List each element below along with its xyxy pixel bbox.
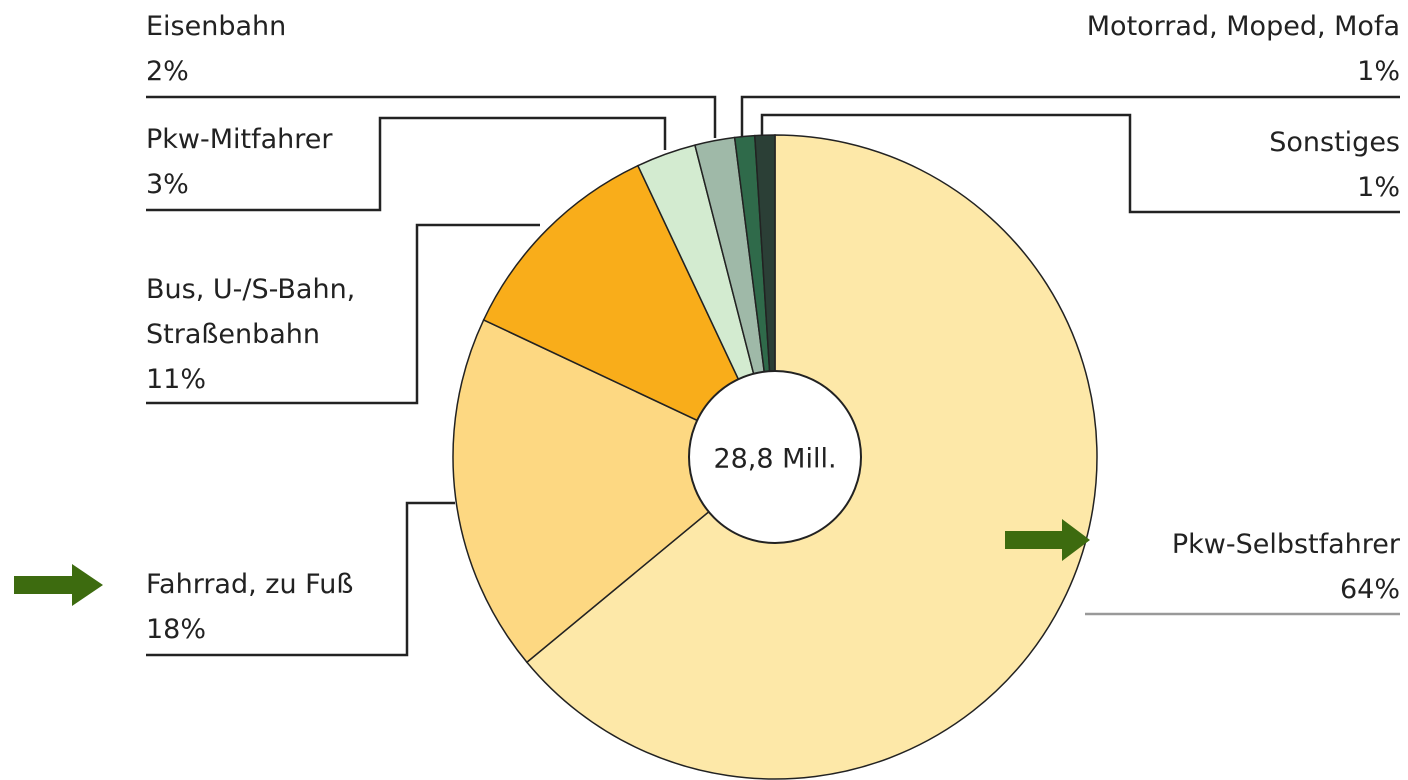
arrow — [14, 564, 103, 606]
leader-line — [146, 95, 717, 138]
category-label: Pkw-Mitfahrer — [146, 124, 333, 155]
category-label: Fahrrad, zu Fuß — [146, 569, 354, 600]
value-label: 3% — [146, 169, 189, 200]
slice — [452, 318, 777, 664]
slice-label: Pkw-Selbstfahrer 64% — [1172, 522, 1400, 612]
center-hole — [688, 370, 862, 544]
leader-line — [740, 95, 1400, 137]
leader-lines — [146, 95, 1400, 657]
arrow — [1005, 519, 1090, 561]
slice-label: Sonstiges 1% — [1269, 120, 1400, 210]
category-label: Bus, U-/S-Bahn, Straßenbahn — [146, 274, 356, 350]
category-label: Motorrad, Moped, Mofa — [1086, 11, 1400, 42]
value-label: 11% — [146, 364, 207, 395]
slice-label: Pkw-Mitfahrer 3% — [146, 117, 333, 207]
leader-line — [760, 113, 1400, 214]
value-label: 2% — [146, 56, 189, 87]
slice-label: Motorrad, Moped, Mofa 1% — [1087, 4, 1400, 94]
category-label: Sonstiges — [1269, 127, 1400, 158]
slice — [482, 164, 777, 459]
slice-label: Fahrrad, zu Fuß 18% — [146, 562, 353, 652]
center-label: 28,8 Mill. — [713, 444, 836, 475]
leader-line — [146, 501, 455, 657]
value-label: 64% — [1339, 574, 1400, 605]
slice-label: Bus, U-/S-Bahn, Straßenbahn 11% — [146, 267, 416, 402]
leader-line — [146, 223, 540, 405]
value-label: 1% — [1357, 56, 1400, 87]
value-label: 18% — [146, 614, 207, 645]
slice-label: Eisenbahn 2% — [146, 4, 286, 94]
value-label: 1% — [1357, 172, 1400, 203]
category-label: Eisenbahn — [146, 11, 287, 42]
leader-line — [146, 116, 667, 212]
category-label: Pkw-Selbstfahrer — [1171, 529, 1400, 560]
